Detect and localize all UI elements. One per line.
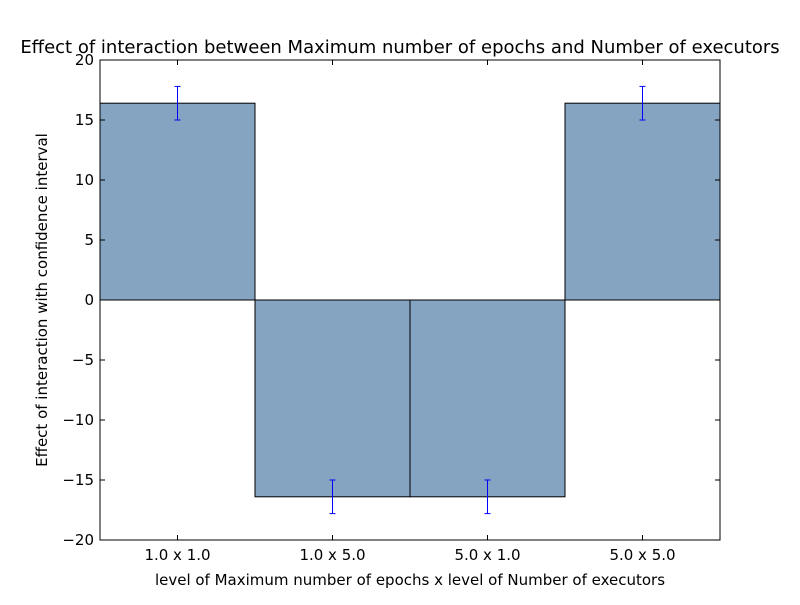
bar xyxy=(564,102,721,301)
y-tick-label: −5 xyxy=(72,351,94,369)
plot-frame xyxy=(99,59,721,541)
error-bar xyxy=(329,479,336,515)
x-axis-label: level of Maximum number of epochs x leve… xyxy=(155,571,665,589)
error-bars-layer xyxy=(174,85,646,515)
y-tick-label: 15 xyxy=(75,111,94,129)
x-tick-label: 1.0 x 5.0 xyxy=(299,546,365,564)
error-bar xyxy=(484,479,491,515)
bar xyxy=(254,299,411,498)
y-tick-label: −10 xyxy=(62,411,94,429)
chart-title: Effect of interaction between Maximum nu… xyxy=(20,37,779,58)
y-tick-label: −20 xyxy=(62,531,94,549)
y-tick-label: 10 xyxy=(75,171,94,189)
error-bar xyxy=(639,85,646,121)
y-tick-label: 5 xyxy=(84,231,94,249)
ticks-layer: 1.0 x 1.0 1.0 x 5.0 5.0 x 1.0 5.0 x 5.0 −20 −… xyxy=(62,51,720,564)
y-axis-label: Effect of interaction with confidence in… xyxy=(33,133,51,467)
y-tick-label: −15 xyxy=(62,471,94,489)
y-tick-label: 20 xyxy=(75,51,94,69)
error-bar xyxy=(174,85,181,121)
x-tick-label: 1.0 x 1.0 xyxy=(144,546,210,564)
x-tick-label: 5.0 x 5.0 xyxy=(609,546,675,564)
bar xyxy=(99,102,256,301)
bars-layer xyxy=(99,102,721,498)
bar xyxy=(409,299,566,498)
x-tick-label: 5.0 x 1.0 xyxy=(454,546,520,564)
y-tick-label: 0 xyxy=(84,291,94,309)
